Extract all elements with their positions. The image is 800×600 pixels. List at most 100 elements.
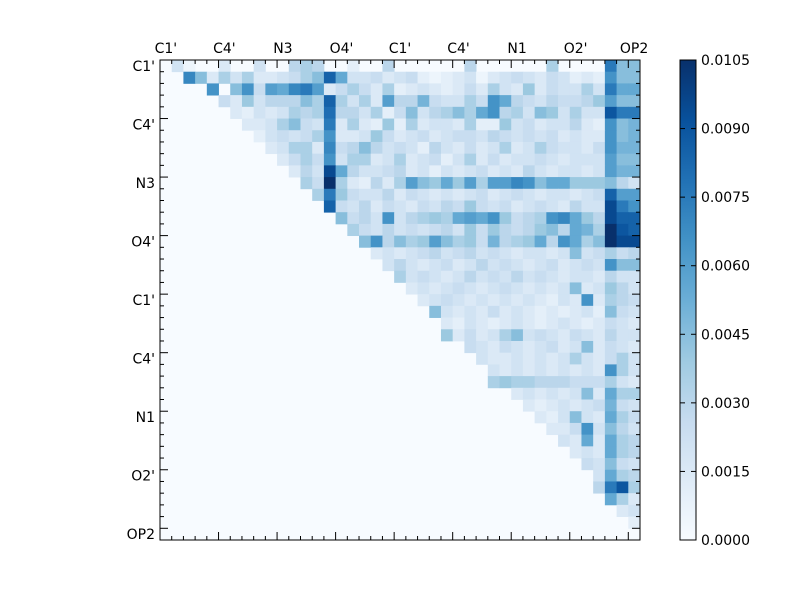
heatmap-cell bbox=[511, 235, 524, 248]
heatmap-cell bbox=[487, 177, 500, 190]
heatmap-cell bbox=[534, 376, 547, 389]
heatmap-cell bbox=[288, 95, 301, 108]
heatmap-cell bbox=[593, 305, 606, 318]
x-tick-labels: C1' C4' N3 O4' C1' C4' N1 O2' OP2 bbox=[155, 41, 649, 57]
heatmap-cell bbox=[534, 364, 547, 377]
heatmap-cell bbox=[628, 364, 641, 377]
heatmap-cell bbox=[522, 352, 536, 365]
colorbar-ticks: 0.0000 0.0015 0.0030 0.0045 0.0060 0.0075 0.00… bbox=[680, 53, 750, 549]
heatmap-cell bbox=[522, 305, 536, 318]
heatmap-cell bbox=[593, 399, 606, 412]
heatmap-cell bbox=[476, 71, 489, 84]
heatmap-cell bbox=[522, 130, 536, 143]
heatmap-cell bbox=[359, 83, 372, 96]
heatmap-cell bbox=[604, 165, 617, 178]
heatmap-cell bbox=[394, 259, 407, 272]
heatmap-cell bbox=[511, 95, 524, 108]
heatmap-cell bbox=[522, 118, 536, 131]
heatmap-cell bbox=[265, 71, 278, 84]
heatmap-cell bbox=[405, 83, 418, 96]
heatmap-cell bbox=[546, 177, 559, 190]
heatmap-cell bbox=[546, 83, 559, 96]
heatmap-cell bbox=[487, 317, 500, 330]
heatmap-cell bbox=[476, 235, 489, 248]
heatmap-cell bbox=[464, 270, 477, 283]
heatmap-cell bbox=[604, 458, 617, 471]
heatmap-cell bbox=[534, 83, 547, 96]
heatmap-cells bbox=[160, 60, 641, 540]
y-tick-label: N1 bbox=[136, 410, 155, 426]
heatmap-cell bbox=[581, 118, 594, 131]
heatmap-cell bbox=[359, 165, 372, 178]
heatmap-cell bbox=[417, 235, 430, 248]
heatmap-cell bbox=[335, 106, 348, 119]
heatmap-cell bbox=[241, 118, 255, 131]
heatmap-cell bbox=[558, 294, 571, 307]
heatmap-cell bbox=[464, 177, 477, 190]
heatmap-cell bbox=[300, 95, 313, 108]
heatmap-cell bbox=[265, 141, 278, 155]
heatmap-cell bbox=[569, 329, 582, 342]
heatmap-cell bbox=[335, 165, 348, 178]
heatmap-cell bbox=[347, 83, 360, 96]
heatmap-cell bbox=[499, 329, 512, 342]
heatmap-cell bbox=[277, 95, 290, 108]
heatmap-cell bbox=[394, 200, 407, 213]
heatmap-cell bbox=[534, 282, 547, 295]
heatmap-cell bbox=[593, 469, 606, 482]
x-tick-label: C4' bbox=[213, 41, 236, 57]
heatmap-cell bbox=[394, 71, 407, 84]
heatmap-cell bbox=[359, 212, 372, 225]
heatmap-cell bbox=[464, 118, 477, 131]
heatmap-cell bbox=[569, 223, 582, 237]
heatmap-cell bbox=[534, 352, 547, 365]
heatmap-cell bbox=[558, 376, 571, 389]
heatmap-cell bbox=[218, 95, 231, 108]
heatmap-cell bbox=[452, 294, 465, 307]
heatmap-cell bbox=[417, 259, 430, 272]
heatmap-cell bbox=[616, 387, 629, 400]
heatmap-cell bbox=[464, 71, 477, 84]
heatmap-cell bbox=[569, 188, 582, 201]
heatmap-cell bbox=[499, 294, 512, 307]
heatmap-cell bbox=[558, 200, 571, 213]
heatmap-cell bbox=[604, 481, 617, 494]
heatmap-cell bbox=[558, 305, 571, 318]
heatmap-cell bbox=[511, 177, 524, 190]
heatmap-cell bbox=[569, 352, 582, 365]
heatmap-cell bbox=[546, 153, 559, 166]
heatmap-cell bbox=[628, 376, 641, 389]
heatmap-cell bbox=[604, 270, 617, 283]
heatmap-cell bbox=[581, 458, 594, 471]
heatmap-cell bbox=[616, 270, 629, 283]
heatmap-cell bbox=[628, 516, 641, 529]
heatmap-cell bbox=[522, 282, 536, 295]
heatmap-cell bbox=[499, 106, 512, 119]
heatmap-cell bbox=[440, 212, 454, 225]
x-tick-label: C1' bbox=[389, 41, 412, 57]
heatmap-cell bbox=[218, 71, 231, 84]
heatmap-cell bbox=[569, 235, 582, 248]
heatmap-cell bbox=[604, 294, 617, 307]
heatmap-cell bbox=[558, 329, 571, 342]
heatmap-cell bbox=[628, 247, 641, 260]
heatmap-cell bbox=[405, 282, 418, 295]
heatmap-cell bbox=[359, 95, 372, 108]
heatmap-cell bbox=[511, 329, 524, 342]
heatmap-cell bbox=[288, 153, 301, 166]
heatmap-cell bbox=[558, 247, 571, 260]
heatmap-cell bbox=[616, 165, 629, 178]
heatmap-cell bbox=[370, 153, 383, 166]
heatmap-cell bbox=[405, 153, 418, 166]
heatmap-cell bbox=[522, 399, 536, 412]
heatmap-cell bbox=[522, 223, 536, 237]
heatmap-cell bbox=[604, 235, 617, 248]
heatmap-cell bbox=[604, 95, 617, 108]
heatmap-cell bbox=[476, 130, 489, 143]
heatmap-cell bbox=[593, 212, 606, 225]
heatmap-cell bbox=[593, 458, 606, 471]
heatmap-cell bbox=[546, 259, 559, 272]
heatmap-cell bbox=[569, 317, 582, 330]
heatmap-cell bbox=[511, 376, 524, 389]
heatmap-cell bbox=[370, 83, 383, 96]
